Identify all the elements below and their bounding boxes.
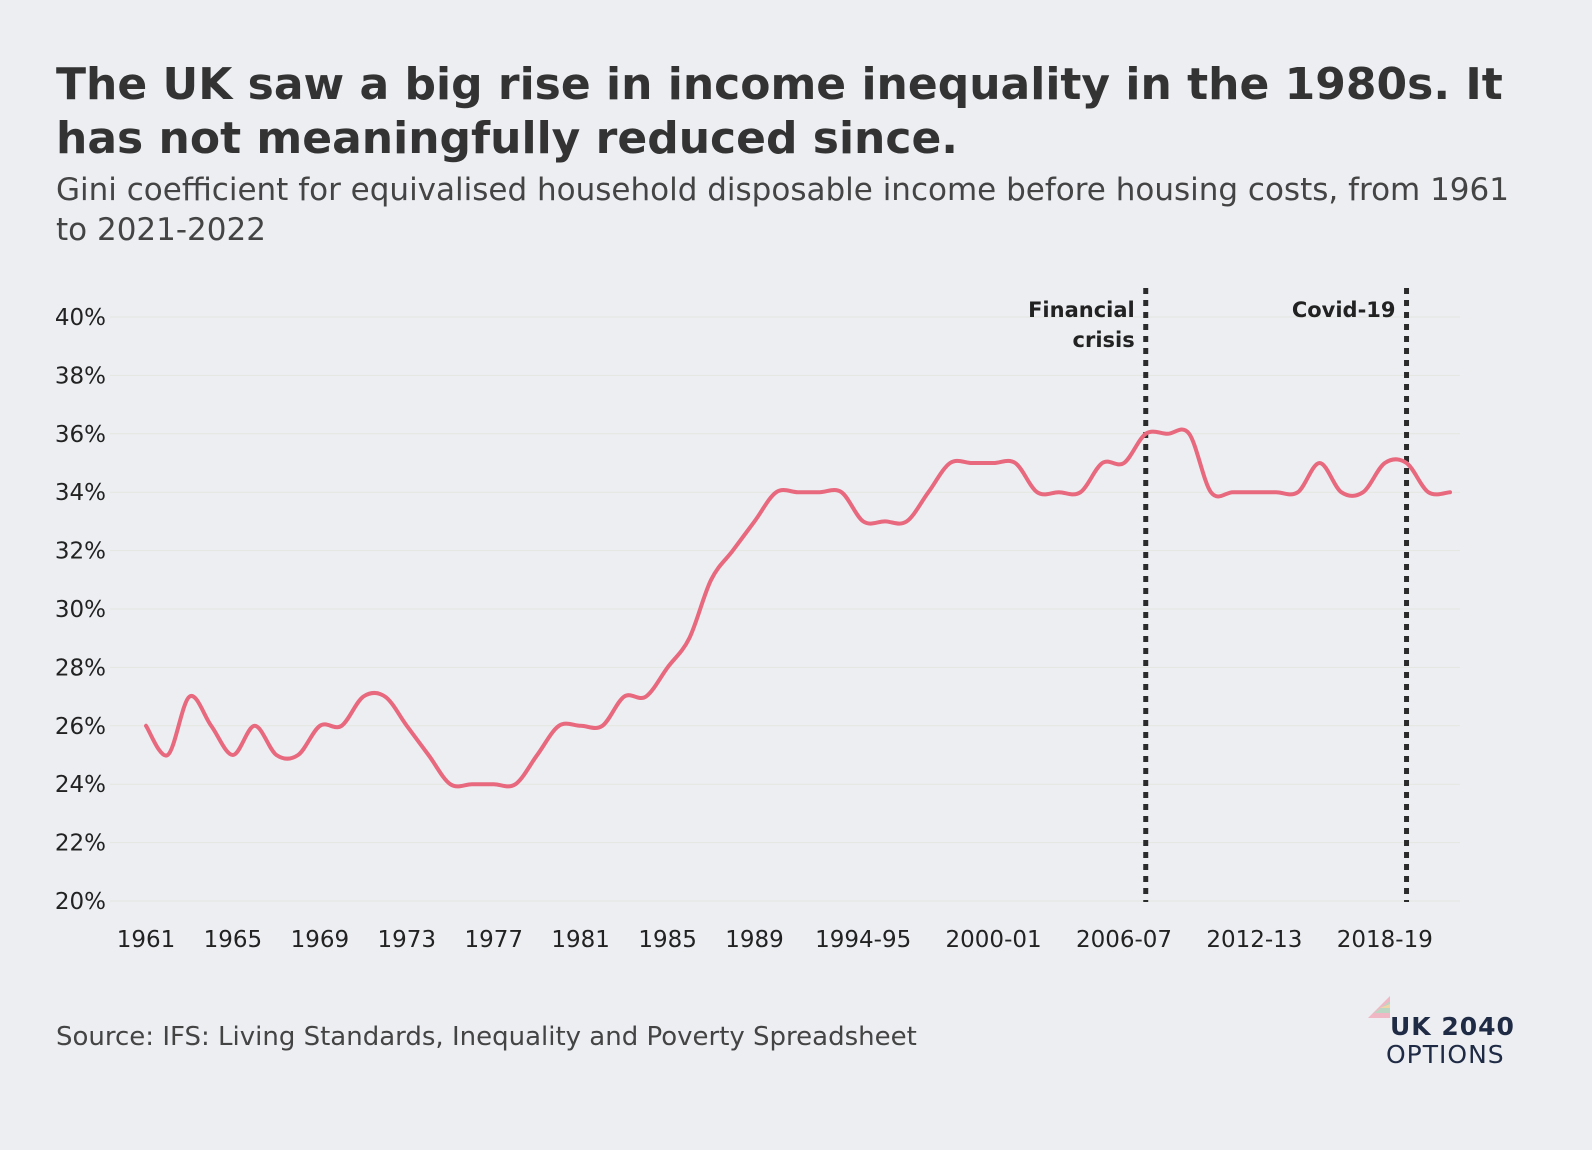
- y-tick-label: 22%: [55, 831, 106, 857]
- data-series: [144, 427, 1452, 789]
- x-tick-label: 2006-07: [1076, 927, 1172, 953]
- event-marker-label: Covid-19: [1292, 298, 1396, 322]
- x-tick-label: 1981: [551, 927, 610, 953]
- y-tick-label: 20%: [55, 889, 106, 915]
- y-tick-label: 28%: [55, 655, 106, 681]
- x-tick-label: 1973: [378, 927, 437, 953]
- x-axis: 1961 1965 1969 1973 1977 1981 1985 1989 1994-95 2…: [117, 927, 1433, 953]
- y-axis: 20% 22% 24% 26% 28% 30% 32% 34% 36% 38% 40%: [55, 305, 106, 915]
- event-marker-label: crisis: [1073, 328, 1135, 352]
- y-tick-label: 24%: [55, 772, 106, 798]
- y-tick-label: 34%: [55, 480, 106, 506]
- x-tick-label: 1994-95: [815, 927, 911, 953]
- x-tick-label: 2012-13: [1206, 927, 1302, 953]
- grid-lines: [110, 316, 1460, 902]
- line-chart: 20%22%24%26%28%30%32%34%36%38%40% 1961 19…: [55, 288, 1460, 953]
- event-markers: Financial crisis Covid-19: [1028, 288, 1410, 902]
- x-tick-label: 2018-19: [1337, 927, 1433, 953]
- x-tick-label: 1989: [725, 927, 784, 953]
- source-note: Source: IFS: Living Standards, Inequalit…: [56, 1022, 917, 1052]
- x-tick-label: 1961: [117, 927, 176, 953]
- y-tick-label: 32%: [55, 539, 106, 565]
- y-tick-label: 26%: [55, 714, 106, 740]
- y-tick-label: 30%: [55, 597, 106, 623]
- x-tick-label: 2000-01: [946, 927, 1042, 953]
- logo-text-primary: UK 2040: [1390, 1012, 1515, 1041]
- x-tick-label: 1969: [291, 927, 350, 953]
- x-tick-label: 1965: [204, 927, 263, 953]
- x-tick-label: 1977: [464, 927, 523, 953]
- chart-subtitle: Gini coefficient for equivalised househo…: [56, 172, 1509, 248]
- series-line: [144, 427, 1452, 789]
- brand-logo: UK 2040 OPTIONS: [1368, 996, 1548, 1076]
- y-tick-label: 38%: [55, 363, 106, 389]
- logo-text-secondary: OPTIONS: [1386, 1040, 1505, 1069]
- y-tick-label: 40%: [55, 305, 106, 331]
- event-marker-label: Financial: [1028, 298, 1135, 322]
- logo-mark-icon: [1368, 996, 1390, 1018]
- chart-title: The UK saw a big rise in income inequali…: [56, 59, 1503, 164]
- y-tick-label: 36%: [55, 422, 106, 448]
- x-tick-label: 1985: [638, 927, 697, 953]
